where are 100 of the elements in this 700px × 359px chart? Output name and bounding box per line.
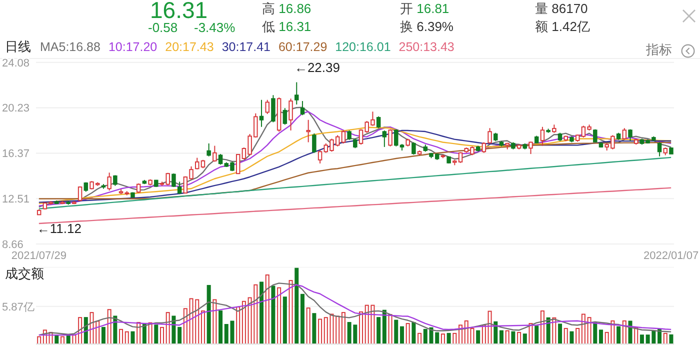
candlestick	[540, 126, 545, 146]
candlestick	[353, 138, 358, 149]
bar	[300, 294, 304, 344]
bar	[505, 330, 510, 344]
bar	[598, 330, 603, 344]
bar	[616, 326, 621, 344]
bar	[359, 311, 364, 344]
bar	[130, 331, 135, 344]
text: 开 16.81	[400, 1, 450, 16]
bar	[183, 308, 188, 344]
candlestick	[347, 130, 352, 140]
bar	[124, 331, 129, 344]
bar	[558, 324, 562, 344]
bar	[376, 317, 381, 344]
bar	[60, 336, 64, 344]
bar	[119, 328, 124, 344]
bar	[394, 320, 398, 344]
bar	[458, 324, 463, 344]
bar	[206, 284, 211, 344]
bar	[236, 306, 240, 344]
y-tick-label: 16.37	[2, 148, 30, 160]
candlestick	[282, 108, 288, 126]
bar	[570, 331, 574, 344]
text: 指标	[646, 42, 672, 57]
text: 额 1.42亿	[535, 19, 590, 34]
bar	[400, 326, 404, 344]
candlestick	[318, 150, 322, 164]
bar	[576, 328, 580, 344]
candlestick	[412, 142, 416, 156]
text: MA5:16.88	[40, 40, 100, 54]
bar	[593, 322, 598, 344]
bar	[212, 299, 217, 344]
candlestick	[236, 154, 240, 175]
candlestick	[136, 182, 141, 194]
bar	[587, 317, 592, 344]
candlestick	[306, 119, 310, 143]
bar	[581, 314, 586, 344]
bar	[148, 322, 152, 344]
text: 日线	[5, 39, 31, 54]
bar	[341, 312, 346, 344]
bar	[494, 321, 498, 344]
text: 20:17.43	[165, 40, 214, 54]
candlestick	[593, 128, 598, 143]
annotation: ←22.39	[294, 60, 340, 76]
bar	[277, 287, 282, 344]
bar	[306, 308, 310, 344]
bar	[640, 334, 644, 344]
bar	[511, 331, 516, 344]
text: 250:13.43	[398, 40, 454, 54]
bar	[101, 326, 106, 344]
bar	[446, 332, 451, 344]
bar	[534, 326, 539, 344]
bar	[294, 268, 299, 344]
candlestick	[312, 132, 316, 154]
candlestick	[218, 154, 223, 166]
candlestick	[294, 82, 299, 106]
bar	[669, 334, 674, 344]
bar	[418, 332, 422, 344]
text: 高 16.86	[262, 1, 312, 16]
y-tick-label: 5.87亿	[2, 301, 34, 314]
bar	[528, 323, 533, 344]
bar	[242, 300, 246, 344]
bar	[406, 323, 410, 344]
candlestick	[194, 157, 200, 170]
bar	[476, 330, 480, 344]
candlestick	[657, 142, 662, 157]
bar	[318, 318, 322, 344]
bar	[540, 310, 544, 344]
candlestick	[271, 94, 276, 123]
text: 16.31	[150, 0, 208, 23]
candlestick	[300, 100, 305, 116]
bar	[488, 310, 492, 344]
y-tick-label: 12.51	[2, 194, 30, 206]
candlestick	[528, 141, 533, 155]
bar	[452, 332, 457, 344]
candlestick	[113, 174, 118, 186]
candlestick	[382, 130, 387, 148]
bar	[282, 296, 287, 344]
candlestick	[288, 98, 293, 131]
bar	[388, 314, 392, 344]
bar	[382, 310, 386, 344]
text: 换 6.39%	[400, 19, 454, 34]
chart-title: 成交额	[5, 265, 44, 283]
line-series	[38, 142, 672, 200]
bar	[200, 310, 205, 344]
bar	[336, 316, 340, 344]
y-tick-label: 8.66	[2, 239, 24, 251]
bar	[113, 316, 118, 344]
text: -3.43%	[194, 20, 236, 35]
bar	[552, 317, 556, 344]
bar	[265, 274, 270, 344]
candlestick	[212, 145, 217, 162]
bar	[178, 326, 182, 344]
bar	[517, 332, 522, 344]
text: 量 86170	[535, 1, 588, 16]
candlestick	[259, 99, 264, 128]
bar	[107, 309, 112, 344]
y-tick-label: 20.23	[2, 102, 30, 115]
candlestick	[376, 116, 381, 129]
bar	[154, 324, 158, 344]
